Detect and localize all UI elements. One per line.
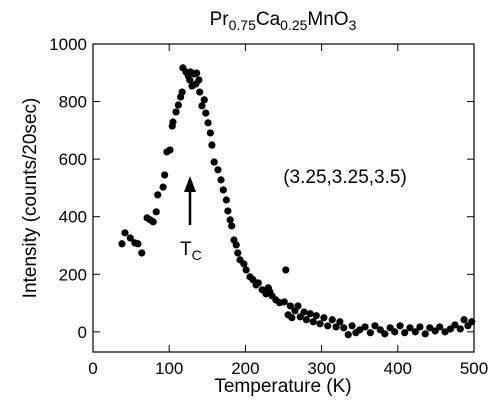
data-point	[381, 330, 389, 338]
data-point	[193, 69, 201, 77]
data-point	[280, 298, 288, 306]
x-tick-label: 0	[88, 359, 97, 378]
data-point	[421, 330, 429, 338]
data-point	[169, 118, 177, 126]
x-tick-label: 500	[460, 359, 488, 378]
data-point	[436, 323, 444, 331]
data-point	[206, 129, 214, 137]
data-point	[282, 266, 290, 274]
data-point	[208, 141, 216, 149]
data-point	[217, 176, 225, 184]
data-point	[324, 322, 332, 330]
plot-frame	[92, 43, 475, 353]
y-tick-label: 200	[59, 265, 87, 284]
data-point	[198, 102, 206, 110]
data-point	[204, 119, 212, 127]
data-point	[302, 316, 310, 324]
y-tick-label: 600	[59, 150, 87, 169]
data-point	[316, 320, 324, 328]
data-point	[456, 325, 464, 333]
data-point	[296, 313, 304, 321]
data-point	[411, 328, 419, 336]
data-point	[309, 318, 317, 326]
x-tick-label: 400	[384, 359, 412, 378]
data-point	[149, 218, 157, 226]
data-point	[460, 316, 468, 324]
data-point	[228, 222, 236, 230]
data-point	[356, 326, 364, 334]
data-point	[121, 229, 129, 237]
data-point	[240, 260, 248, 268]
data-point	[118, 240, 126, 248]
data-point	[361, 323, 369, 331]
data-point	[161, 171, 169, 179]
data-point	[126, 234, 134, 242]
data-point	[336, 318, 344, 326]
data-point	[224, 207, 232, 215]
data-point	[174, 101, 182, 109]
data-point	[226, 216, 234, 224]
data-point	[134, 240, 142, 248]
data-point	[306, 310, 314, 318]
y-tick-label: 400	[59, 208, 87, 227]
data-point	[200, 96, 208, 104]
data-point	[344, 331, 352, 339]
data-point	[294, 302, 302, 310]
data-point	[178, 88, 186, 96]
data-point	[371, 322, 379, 330]
data-point	[300, 308, 308, 316]
data-point	[234, 249, 242, 257]
data-point	[396, 322, 404, 330]
data-point	[154, 191, 162, 199]
x-tick-label: 200	[231, 359, 259, 378]
y-tick-label: 1000	[49, 35, 87, 54]
data-point	[219, 186, 227, 194]
data-point	[210, 158, 218, 166]
data-point	[249, 276, 257, 284]
data-point	[441, 328, 449, 336]
data-point	[312, 312, 320, 320]
data-point	[232, 241, 240, 249]
data-point	[348, 322, 356, 330]
y-tick-label: 800	[59, 93, 87, 112]
data-point	[159, 183, 167, 191]
data-point	[242, 266, 250, 274]
data-point	[172, 108, 180, 116]
x-tick-label: 300	[307, 359, 335, 378]
data-point	[401, 329, 409, 337]
data-point	[152, 208, 160, 216]
annotation: (3.25,3.25,3.5)	[283, 167, 407, 188]
data-point	[332, 323, 340, 331]
data-point	[196, 88, 204, 96]
y-tick-label: 0	[78, 323, 87, 342]
data-point	[286, 302, 294, 310]
x-axis-label: Temperature (K)	[214, 376, 351, 397]
data-point	[166, 146, 174, 154]
chart-title: Pr0.75Ca0.25MnO3	[210, 9, 357, 33]
data-point	[416, 323, 424, 331]
data-point	[186, 76, 194, 84]
data-point	[214, 166, 222, 174]
data-point	[138, 249, 146, 257]
annotation: TC	[180, 239, 202, 263]
data-point	[320, 314, 328, 322]
data-point	[202, 109, 210, 117]
y-axis-label: Intensity (counts/20sec)	[20, 98, 41, 299]
data-point	[195, 76, 203, 84]
data-point	[391, 328, 399, 336]
data-point	[328, 316, 336, 324]
data-point	[406, 324, 414, 332]
data-point	[254, 279, 262, 287]
data-point	[468, 318, 476, 326]
data-point	[340, 324, 348, 332]
arrow-head	[184, 176, 196, 192]
data-point	[366, 329, 374, 337]
data-point	[426, 324, 434, 332]
data-point	[451, 321, 459, 329]
data-point	[288, 314, 296, 322]
data-point	[222, 196, 230, 204]
x-tick-label: 100	[155, 359, 183, 378]
